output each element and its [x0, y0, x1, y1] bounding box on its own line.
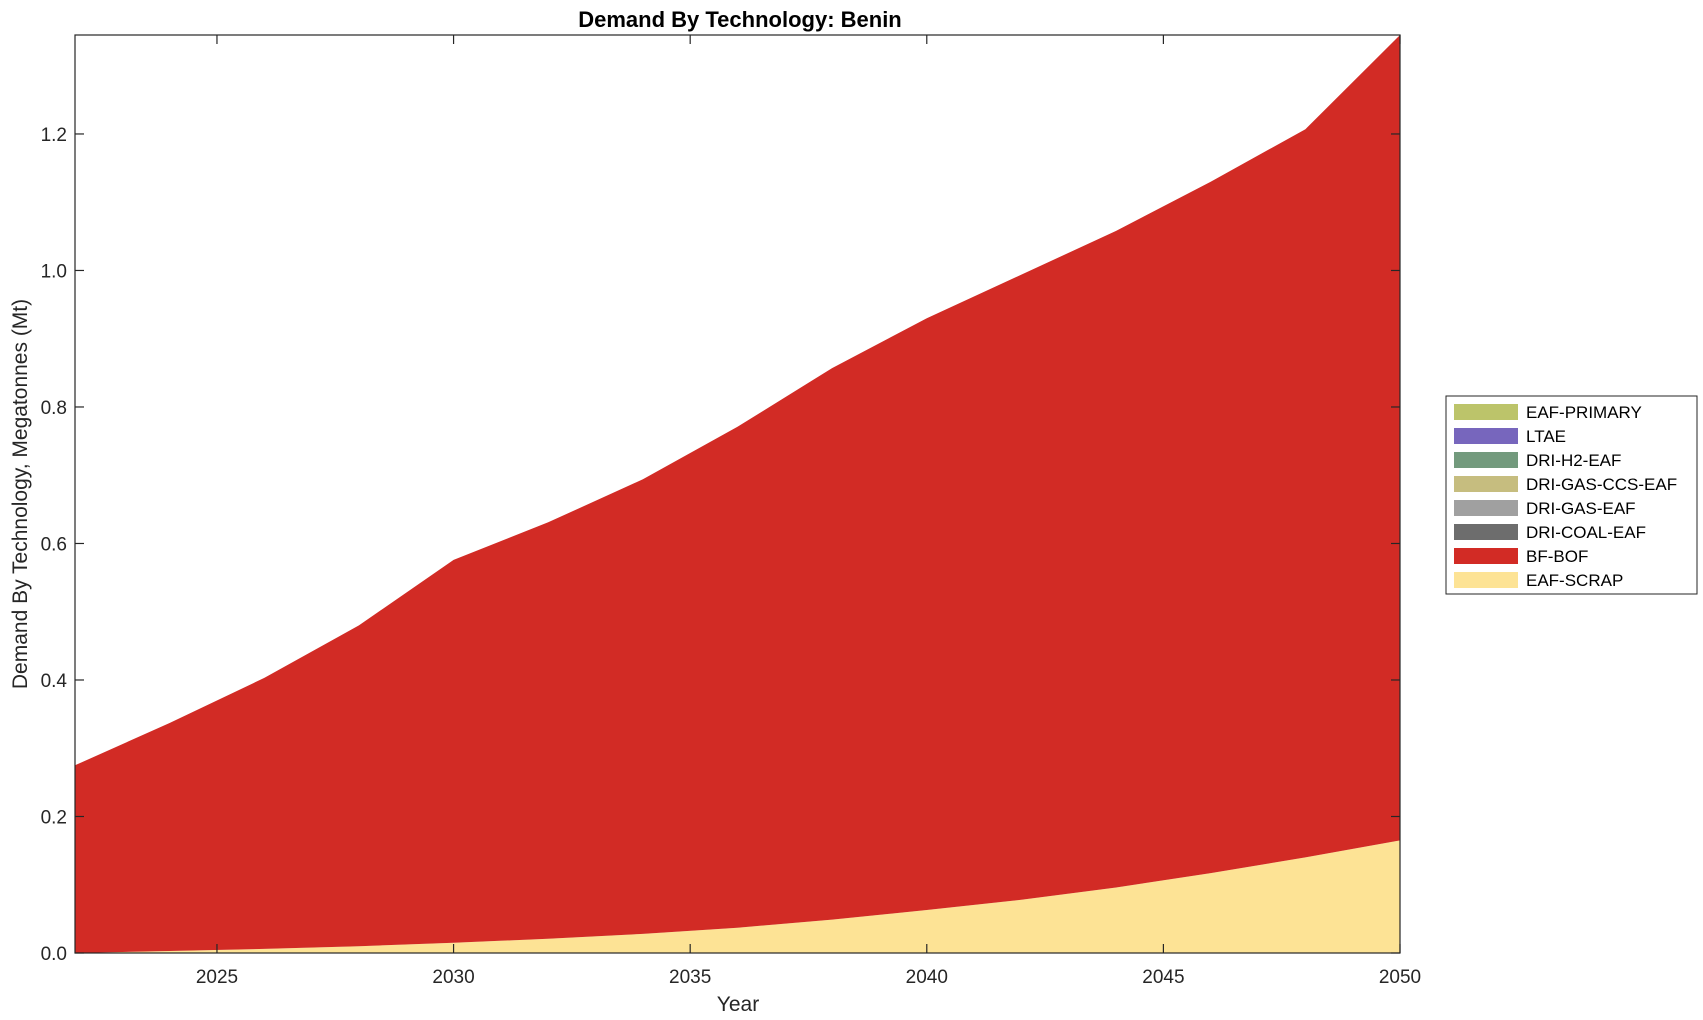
area-layer	[75, 35, 1400, 953]
x-tick-label: 2050	[1379, 967, 1421, 988]
y-tick-label: 1.2	[41, 125, 67, 146]
legend-swatch-dri-gas-ccs-eaf	[1454, 476, 1518, 492]
legend-swatch-dri-h2-eaf	[1454, 452, 1518, 468]
y-tick-label: 0.4	[41, 671, 68, 692]
legend-label-eaf-scrap: EAF-SCRAP	[1526, 571, 1623, 590]
y-tick-label: 0.0	[41, 944, 67, 965]
legend-label-bf-bof: BF-BOF	[1526, 547, 1588, 566]
y-tick-label: 1.0	[41, 261, 67, 282]
legend-swatch-dri-coal-eaf	[1454, 524, 1518, 540]
plot-frame	[74, 34, 1401, 954]
legend-swatch-bf-bof	[1454, 548, 1518, 564]
legend-label-dri-h2-eaf: DRI-H2-EAF	[1526, 451, 1621, 470]
legend: EAF-PRIMARY LTAE DRI-H2-EAF DRI-GAS-CCS-EAF…	[1445, 395, 1698, 595]
legend-label-dri-gas-ccs-eaf: DRI-GAS-CCS-EAF	[1526, 475, 1677, 494]
legend-label-eaf-primary: EAF-PRIMARY	[1526, 403, 1642, 422]
legend-swatch-dri-gas-eaf	[1454, 500, 1518, 516]
x-tick-label: 2040	[906, 967, 948, 988]
area-bf-bof	[75, 35, 1400, 953]
x-axis-label: Year	[717, 993, 759, 1016]
y-tick-label: 0.6	[41, 534, 67, 555]
y-tick-label: 0.8	[41, 398, 67, 419]
area-eaf-scrap	[75, 840, 1400, 953]
x-tick-label: 2030	[432, 967, 474, 988]
chart-title: Demand By Technology: Benin	[578, 7, 902, 32]
x-tick-label: 2035	[669, 967, 711, 988]
y-axis-label: Demand By Technology, Megatonnes (Mt)	[9, 299, 32, 689]
axis-ticks: 2025 2030 2035 2040 2045 2050 0.0 0.2 0.4 0.6 0.8 1…	[41, 35, 1421, 988]
y-tick-label: 0.2	[41, 807, 67, 828]
legend-label-dri-coal-eaf: DRI-COAL-EAF	[1526, 523, 1646, 542]
legend-swatch-eaf-primary	[1454, 404, 1518, 420]
legend-swatch-eaf-scrap	[1454, 572, 1518, 588]
legend-swatch-ltae	[1454, 428, 1518, 444]
legend-label-ltae: LTAE	[1526, 427, 1566, 446]
legend-label-dri-gas-eaf: DRI-GAS-EAF	[1526, 499, 1636, 518]
x-tick-label: 2025	[196, 967, 238, 988]
x-tick-label: 2045	[1142, 967, 1184, 988]
